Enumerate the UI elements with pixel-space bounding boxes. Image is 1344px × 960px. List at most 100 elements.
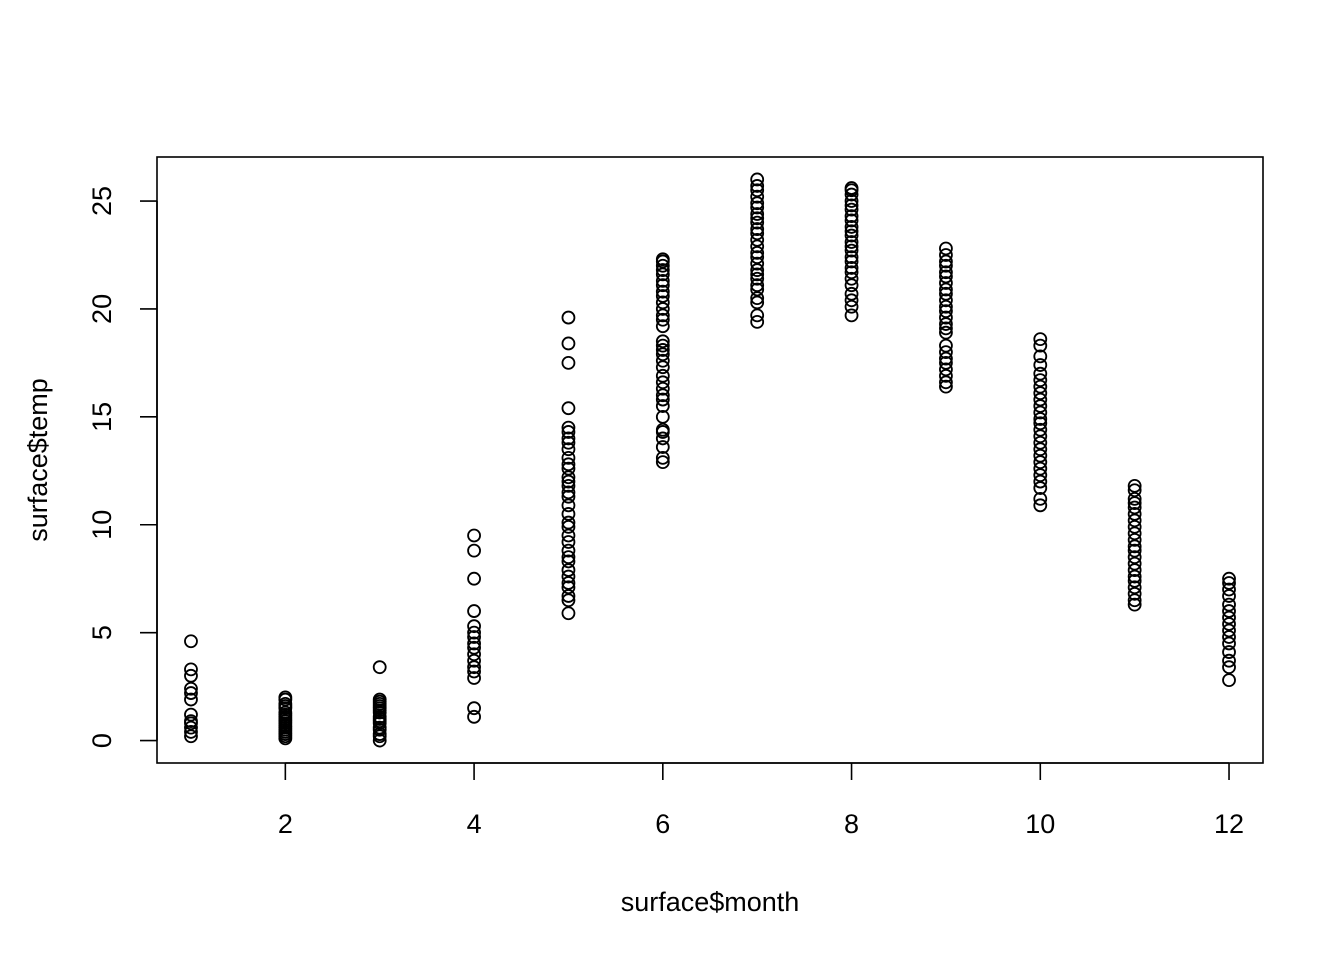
- y-tick-label: 5: [87, 625, 117, 640]
- data-point: [750, 207, 765, 221]
- data-point: [844, 220, 859, 234]
- data-point: [844, 261, 859, 275]
- data-point: [655, 278, 670, 293]
- data-point: [561, 336, 576, 351]
- data-point: [939, 338, 953, 353]
- data-point: [939, 351, 953, 366]
- data-point: [467, 604, 481, 618]
- data-point: [1127, 569, 1142, 584]
- data-point: [750, 222, 765, 236]
- data-point: [1033, 412, 1048, 426]
- x-tick-label: 2: [278, 809, 293, 839]
- data-point: [561, 535, 576, 549]
- data-point: [184, 714, 198, 729]
- data-point: [1127, 597, 1142, 612]
- data-point: [561, 401, 576, 416]
- data-point: [467, 528, 481, 543]
- data-point: [1127, 478, 1142, 493]
- data-point: [467, 640, 481, 655]
- data-point: [1033, 338, 1048, 353]
- data-point: [939, 269, 953, 284]
- data-point: [655, 399, 670, 413]
- data-point: [655, 422, 670, 437]
- data-point: [844, 286, 859, 301]
- data-point: [467, 701, 481, 716]
- data-point: [750, 172, 765, 187]
- data-point: [1222, 660, 1236, 675]
- data-point: [1127, 507, 1142, 521]
- data-point: [655, 368, 670, 383]
- data-point: [1033, 442, 1048, 457]
- data-point: [1222, 610, 1236, 625]
- data-point: [278, 705, 293, 720]
- data-point: [561, 355, 576, 370]
- x-tick-label: 4: [467, 809, 482, 839]
- data-point: [1033, 349, 1048, 364]
- data-point: [750, 250, 765, 265]
- y-axis: 0 5 10 15 20 25: [87, 186, 158, 748]
- data-point: [1033, 399, 1048, 413]
- data-point: [844, 202, 859, 217]
- data-point: [750, 179, 765, 193]
- data-point: [1033, 332, 1048, 347]
- data-point: [844, 299, 859, 314]
- data-point: [655, 284, 670, 299]
- data-point: [278, 690, 293, 705]
- data-point: [655, 409, 670, 424]
- data-point: [184, 720, 198, 735]
- data-point: [1222, 576, 1236, 590]
- data-point: [750, 263, 765, 277]
- data-point: [1222, 582, 1236, 597]
- data-point: [939, 362, 953, 377]
- data-point: [1033, 386, 1048, 400]
- data-point: [750, 314, 765, 329]
- plot-frame: [156, 156, 1264, 764]
- data-point: [561, 485, 576, 500]
- data-point: [1127, 586, 1142, 601]
- data-point: [750, 245, 765, 260]
- x-tick-label: 6: [655, 809, 670, 839]
- data-point: [844, 278, 859, 293]
- data-point: [1127, 539, 1142, 554]
- data-point: [1033, 358, 1048, 372]
- data-point: [655, 273, 670, 288]
- data-point: [1127, 563, 1142, 577]
- data-point: [1127, 491, 1142, 506]
- data-point: [939, 282, 953, 297]
- data-point: [1222, 604, 1236, 618]
- data-point: [561, 470, 576, 485]
- y-tick-label: 0: [87, 733, 117, 748]
- data-point: [655, 360, 670, 375]
- data-point: [939, 325, 953, 340]
- data-point: [939, 304, 953, 318]
- data-point: [655, 455, 670, 470]
- data-point: [655, 319, 670, 334]
- data-point: [561, 576, 576, 590]
- data-point: [467, 709, 481, 724]
- data-point: [939, 368, 953, 383]
- data-point: [561, 507, 576, 521]
- data-point: [939, 375, 953, 390]
- data-point: [844, 228, 859, 243]
- data-point: [1033, 405, 1048, 420]
- y-axis-title: surface$temp: [23, 378, 53, 542]
- x-axis: 2 4 6 8 10 12: [278, 762, 1244, 839]
- data-point: [1222, 630, 1236, 644]
- data-point: [184, 707, 198, 722]
- data-point: [184, 634, 198, 649]
- data-point: [1222, 636, 1236, 651]
- data-point: [750, 267, 765, 282]
- data-point: [372, 727, 387, 741]
- data-point: [1127, 573, 1142, 588]
- data-point: [655, 258, 670, 273]
- data-point: [467, 630, 481, 644]
- data-point: [1127, 483, 1142, 498]
- data-point: [467, 660, 481, 675]
- data-point: [467, 619, 481, 634]
- data-point: [939, 258, 953, 273]
- data-point: [844, 181, 859, 195]
- data-point: [467, 636, 481, 651]
- y-tick-label: 10: [87, 510, 117, 540]
- data-point: [655, 440, 670, 454]
